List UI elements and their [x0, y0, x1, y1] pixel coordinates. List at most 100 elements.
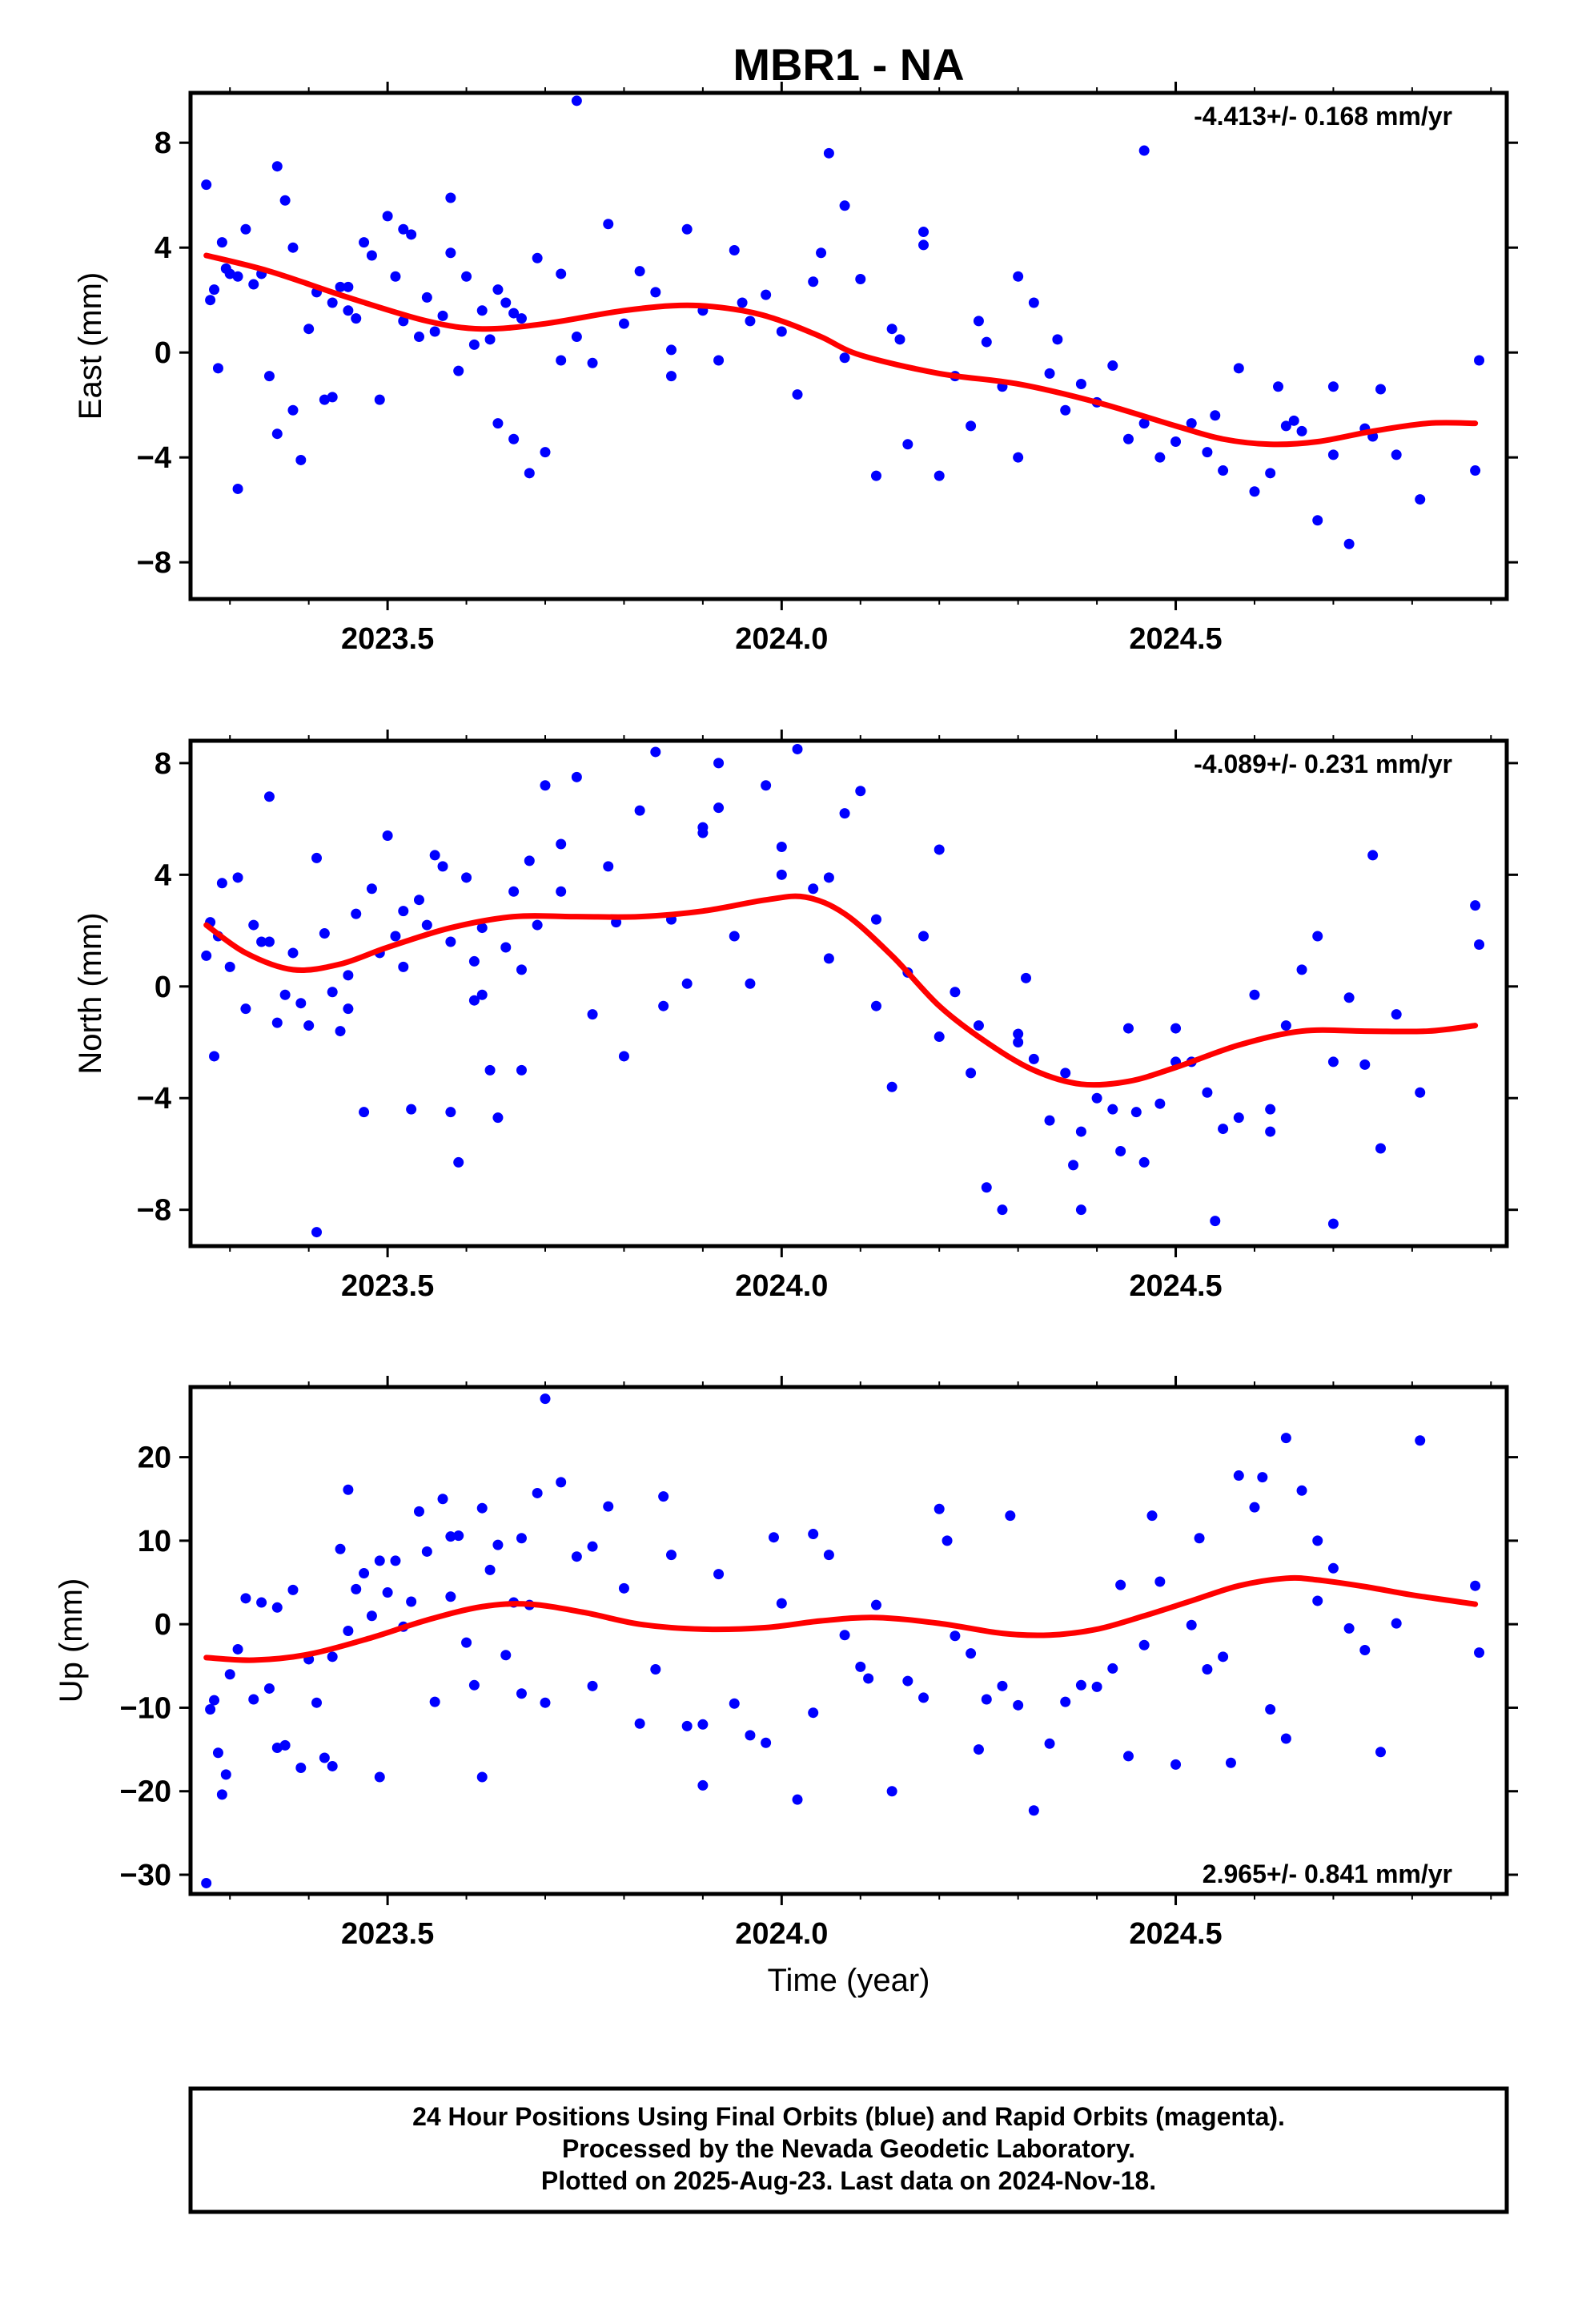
- data-point: [212, 363, 223, 374]
- data-point: [1028, 1805, 1039, 1816]
- data-point: [366, 1610, 377, 1622]
- data-point: [445, 936, 456, 947]
- data-point: [966, 1648, 977, 1659]
- data-point: [981, 1694, 992, 1705]
- data-point: [1327, 1056, 1339, 1068]
- y-tick-label: 0: [155, 336, 171, 370]
- data-point: [287, 242, 299, 253]
- x-tick-label: 2024.0: [735, 1917, 828, 1951]
- data-point: [343, 305, 354, 316]
- data-point: [500, 942, 512, 953]
- data-point: [1013, 271, 1024, 282]
- data-point: [1170, 1023, 1182, 1034]
- y-tick-label: −30: [120, 1859, 171, 1892]
- data-point: [745, 1730, 756, 1741]
- data-point: [524, 855, 535, 866]
- data-point: [1091, 1092, 1102, 1104]
- fit-curve: [203, 252, 1479, 448]
- data-point: [855, 1661, 866, 1672]
- data-point: [1138, 1156, 1150, 1168]
- data-point: [713, 758, 725, 769]
- data-point: [1280, 1433, 1291, 1444]
- data-point: [532, 252, 543, 263]
- footer-line-3: Plotted on 2025-Aug-23. Last data on 202…: [541, 2166, 1156, 2195]
- panel-2: 2023.5 2024.0 2024.5 8 4 0 −4 −8 North (mm) -4.08…: [73, 730, 1518, 1303]
- data-point: [1210, 410, 1221, 421]
- data-point: [209, 1051, 220, 1062]
- data-point: [1028, 1053, 1039, 1064]
- data-point: [792, 389, 803, 400]
- data-point: [1391, 1618, 1402, 1629]
- data-point: [823, 1550, 834, 1561]
- data-point: [516, 1064, 527, 1076]
- data-point: [587, 1541, 598, 1552]
- data-point: [468, 1679, 480, 1691]
- data-point: [1343, 538, 1355, 549]
- data-point: [1075, 378, 1086, 389]
- data-point: [205, 1704, 216, 1715]
- data-point: [556, 886, 567, 897]
- data-point: [263, 1683, 275, 1694]
- data-point: [556, 355, 567, 366]
- data-point: [461, 1637, 472, 1648]
- data-point: [886, 1081, 897, 1092]
- data-point: [1391, 1009, 1402, 1020]
- data-point: [453, 365, 464, 376]
- data-point: [240, 223, 251, 235]
- data-point: [934, 1031, 945, 1043]
- plot-frame: [188, 1385, 1509, 1896]
- data-point: [571, 1551, 582, 1562]
- data-point: [540, 1697, 551, 1708]
- data-point: [571, 771, 582, 782]
- data-point: [1218, 465, 1229, 476]
- data-point: [476, 1502, 488, 1514]
- data-point: [855, 786, 866, 797]
- data-point: [603, 219, 614, 230]
- x-tick-label: 2024.0: [735, 1269, 828, 1303]
- data-point: [950, 1630, 961, 1642]
- data-point: [524, 468, 535, 479]
- data-point: [1249, 1502, 1260, 1513]
- data-point: [870, 1599, 881, 1610]
- data-point: [973, 1020, 984, 1031]
- data-point: [618, 1582, 629, 1594]
- footer-line-1: 24 Hour Positions Using Final Orbits (bl…: [412, 2102, 1285, 2131]
- data-point: [1138, 145, 1150, 156]
- data-point: [398, 316, 409, 327]
- data-point: [201, 950, 212, 961]
- data-point: [1068, 1160, 1079, 1171]
- data-point: [492, 1539, 504, 1550]
- data-point: [658, 1491, 669, 1502]
- data-point: [1210, 1216, 1221, 1227]
- data-point: [761, 289, 772, 300]
- data-point: [240, 1003, 251, 1015]
- data-point: [1115, 1579, 1126, 1590]
- data-point: [650, 746, 661, 758]
- data-point: [1296, 964, 1307, 975]
- data-point: [1280, 1733, 1291, 1744]
- y-tick-label: 20: [138, 1441, 171, 1475]
- data-point: [1415, 494, 1426, 505]
- data-point: [205, 295, 216, 306]
- data-point: [1138, 1639, 1150, 1651]
- data-point: [1296, 1485, 1307, 1496]
- data-point: [918, 227, 930, 238]
- data-point: [476, 923, 488, 934]
- data-point: [500, 1650, 512, 1661]
- data-point: [1107, 1663, 1118, 1674]
- data-point: [311, 1697, 323, 1708]
- data-point: [839, 352, 850, 364]
- data-point: [1107, 360, 1118, 372]
- data-point: [359, 237, 370, 248]
- data-point: [1415, 1435, 1426, 1446]
- data-point: [816, 247, 827, 259]
- data-point: [981, 1182, 992, 1193]
- data-point: [1391, 449, 1402, 460]
- data-point: [327, 297, 338, 308]
- y-tick-label: −8: [137, 1194, 171, 1228]
- data-point: [468, 995, 480, 1006]
- data-point: [1280, 1020, 1291, 1031]
- data-point: [366, 883, 377, 895]
- data-point: [453, 1156, 464, 1168]
- data-point: [1359, 1059, 1371, 1070]
